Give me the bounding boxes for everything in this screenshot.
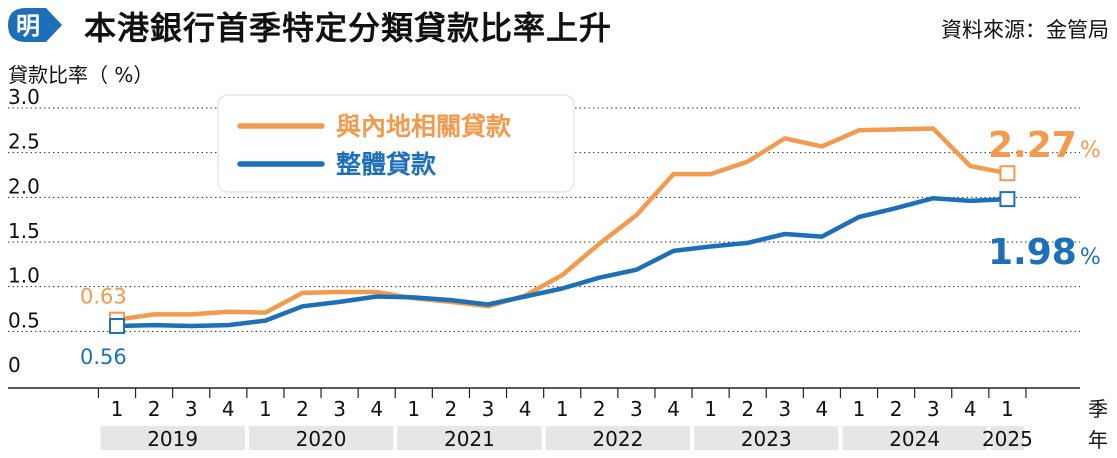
x-tick-label: 2 — [593, 397, 606, 421]
y-tick-labels: 3.0 2.5 2.0 1.5 1.0 0.5 0 — [8, 85, 40, 377]
year-label: 2020 — [296, 427, 347, 451]
logo: 明 — [8, 8, 62, 42]
year-bands: 2019 2020 2021 2022 2023 2024 2025 — [100, 426, 1033, 451]
x-tick-label: 3 — [630, 397, 643, 421]
year-label: 2025 — [982, 427, 1033, 451]
year-band — [248, 426, 394, 450]
y-tick-label: 1.5 — [8, 219, 40, 243]
year-band — [397, 426, 542, 450]
series-line-2 — [114, 195, 1010, 329]
x-tick-label: 2 — [148, 397, 161, 421]
x-tick-label: 3 — [927, 397, 940, 421]
x-tick-label: 1 — [111, 397, 124, 421]
x-tick-label: 4 — [370, 397, 383, 421]
x-tick-label: 4 — [964, 397, 977, 421]
x-axis-quarter-label: 季 — [1088, 397, 1108, 421]
year-band — [100, 426, 245, 450]
year-label: 2023 — [741, 427, 792, 451]
y-tick-label: 0 — [8, 353, 21, 377]
series-line-1 — [114, 126, 1010, 322]
x-tick-label: 2 — [445, 397, 458, 421]
x-tick-label: 1 — [259, 397, 272, 421]
x-tick-label: 1 — [407, 397, 420, 421]
year-band — [990, 426, 1024, 450]
data-label-start: 0.56 — [80, 345, 127, 369]
year-label: 2024 — [889, 427, 940, 451]
year-label: 2019 — [147, 427, 198, 451]
x-tick-label: 3 — [778, 397, 791, 421]
x-tick-label: 3 — [482, 397, 495, 421]
y-tick-label: 2.0 — [8, 174, 40, 198]
x-tick-label: 4 — [816, 397, 829, 421]
year-label: 2021 — [444, 427, 495, 451]
data-label-end: 1.98% — [988, 232, 1101, 273]
x-tick-label: 1 — [556, 397, 569, 421]
data-point-marker — [999, 165, 1016, 182]
source-note: 資料來源：金管局 — [941, 18, 1109, 42]
data-point-marker — [109, 317, 125, 334]
x-tick-label: 4 — [667, 397, 680, 421]
data-label-unit: % — [1080, 245, 1101, 270]
data-point-marker — [999, 191, 1016, 208]
data-label-unit: % — [1080, 138, 1101, 163]
data-label-end: 2.27% — [988, 125, 1101, 166]
logo-badge — [8, 8, 62, 42]
y-tick-label: 3.0 — [8, 85, 40, 109]
x-tick-label: 3 — [333, 397, 346, 421]
legend-label: 整體貸款 — [336, 150, 437, 179]
y-tick-label: 1.0 — [8, 264, 40, 288]
year-band — [545, 426, 691, 450]
series-lines — [109, 126, 1016, 334]
x-tick-label: 2 — [741, 397, 754, 421]
x-tick-label: 1 — [853, 397, 866, 421]
legend-label: 與內地相關貸款 — [336, 112, 512, 141]
y-axis-title: 貸款比率（ %） — [8, 63, 153, 87]
x-tick-label: 4 — [222, 397, 235, 421]
logo-text: 明 — [16, 12, 40, 40]
y-tick-label: 0.5 — [8, 308, 40, 332]
year-label: 2022 — [592, 427, 643, 451]
data-label-start: 0.63 — [80, 285, 127, 309]
x-tick-label: 3 — [185, 397, 198, 421]
x-tick-label: 1 — [704, 397, 717, 421]
y-tick-label: 2.5 — [8, 130, 40, 154]
x-axis-year-label: 年 — [1088, 428, 1108, 452]
x-tick-label: 2 — [296, 397, 309, 421]
legend-box — [217, 94, 575, 193]
year-band — [842, 426, 987, 450]
header: 明 本港銀行首季特定分類貸款比率上升 資料來源：金管局 — [0, 0, 1117, 50]
x-tick-labels: 1 2 3 4 1 2 3 4 1 2 3 4 1 2 3 4 1 2 3 4 1 2 3 4 1 季年 — [97, 388, 1108, 452]
year-band — [694, 426, 839, 450]
page-title: 本港銀行首季特定分類貸款比率上升 — [84, 9, 613, 47]
x-tick-label: 2 — [890, 397, 903, 421]
x-tick-label: 4 — [519, 397, 532, 421]
x-tick-label: 1 — [1001, 397, 1014, 421]
